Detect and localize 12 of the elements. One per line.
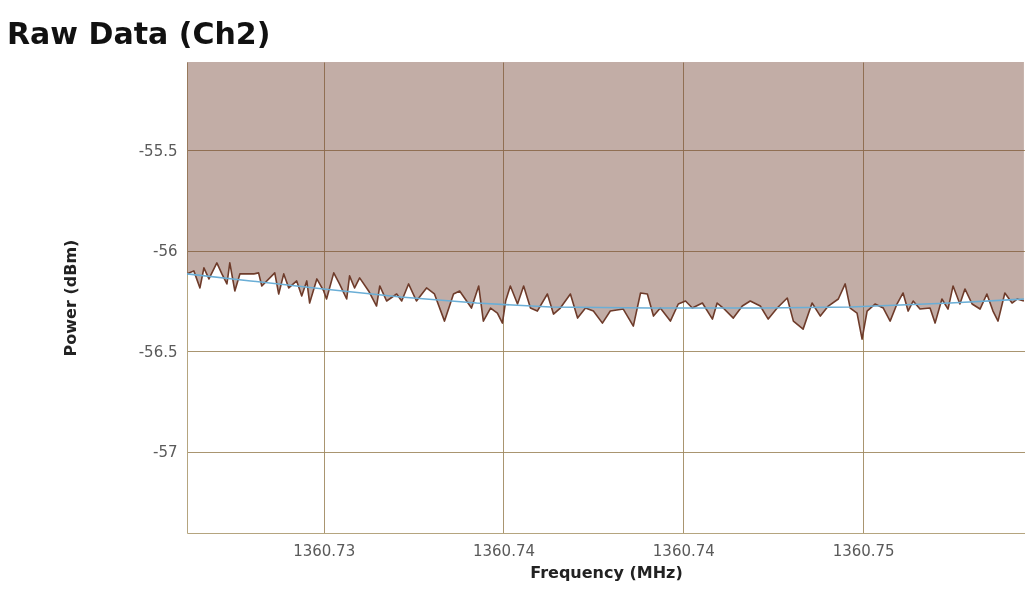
y-tick-label: -57 bbox=[153, 443, 178, 462]
y-tick-label: -55.5 bbox=[138, 141, 178, 160]
y-tick-label: -56.5 bbox=[138, 342, 178, 361]
x-tick-label: 1360.74 bbox=[652, 541, 715, 560]
y-tick-label: -56 bbox=[153, 242, 178, 261]
chart-title: Raw Data (Ch2) bbox=[7, 16, 271, 51]
x-tick-label: 1360.74 bbox=[472, 541, 536, 560]
x-tick-label: 1360.75 bbox=[832, 541, 895, 560]
line-series bbox=[187, 273, 1025, 309]
x-axis-title: Frequency (MHz) bbox=[530, 562, 683, 582]
y-axis-title: Power (dBm) bbox=[60, 239, 80, 357]
x-tick-label: 1360.73 bbox=[293, 541, 356, 560]
